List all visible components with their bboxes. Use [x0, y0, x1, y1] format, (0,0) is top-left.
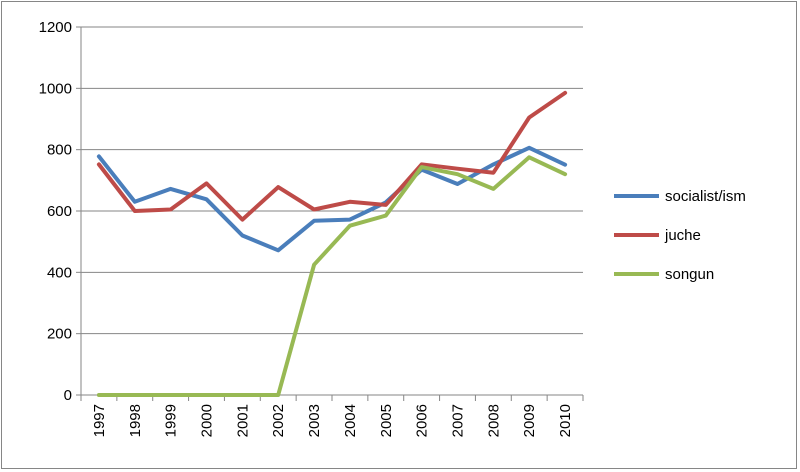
x-tick-label: 1998: [127, 404, 144, 437]
y-tick-label: 0: [64, 387, 72, 404]
x-tick-label: 2009: [521, 404, 538, 437]
x-tick-label: 2000: [199, 404, 216, 437]
x-tick-label: 2006: [414, 404, 431, 437]
x-tick-label: 2004: [342, 404, 359, 437]
x-axis-ticks: 1997 1998 1999 2000 2001 2002 2003 2004 2005 2006…: [80, 395, 584, 437]
x-tick-label: 2008: [485, 404, 502, 437]
y-tick-label: 1200: [39, 19, 72, 36]
x-tick-label: 1999: [163, 404, 180, 437]
y-tick-label: 1000: [39, 80, 72, 97]
legend: socialist/ism juche songun: [614, 188, 746, 283]
x-tick-label: 2005: [378, 404, 395, 437]
y-tick-label: 400: [47, 264, 72, 281]
legend-label: songun: [665, 266, 714, 283]
x-tick-label: 2010: [557, 404, 574, 437]
y-tick-label: 600: [47, 203, 72, 220]
legend-label: juche: [664, 227, 701, 244]
series-line-socialist-ism: [96, 145, 568, 253]
x-tick-label: 2003: [306, 404, 323, 437]
legend-label: socialist/ism: [665, 188, 746, 205]
x-tick-label: 2002: [270, 404, 287, 437]
x-tick-label: 1997: [91, 404, 108, 437]
series-line-songun: [96, 155, 568, 397]
y-tick-label: 800: [47, 142, 72, 159]
series-line-juche: [96, 90, 568, 222]
x-tick-label: 2007: [450, 404, 467, 437]
gridlines: [81, 26, 583, 335]
series-group: [96, 90, 568, 397]
x-tick-label: 2001: [234, 404, 251, 437]
y-tick-label: 200: [47, 326, 72, 343]
y-axis-ticks: 0 200 400 600 800 1000 1200: [39, 19, 81, 404]
